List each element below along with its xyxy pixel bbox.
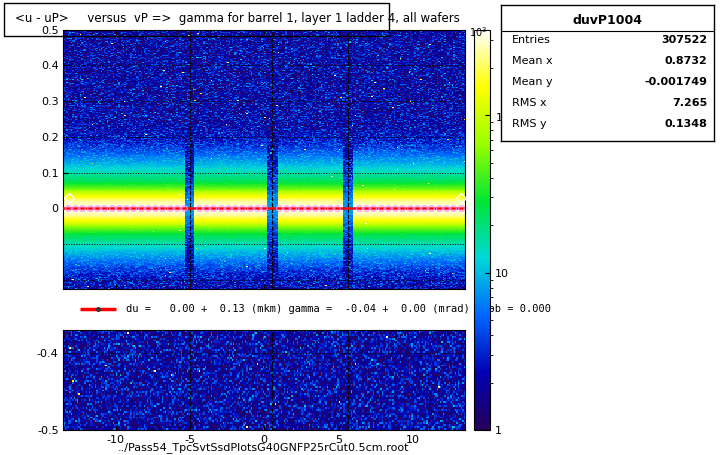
Text: <u - uP>     versus  vP =>  gamma for barrel 1, layer 1 ladder 4, all wafers: <u - uP> versus vP => gamma for barrel 1… <box>15 12 460 25</box>
Text: Entries: Entries <box>512 35 551 46</box>
Text: Mean x: Mean x <box>512 56 552 66</box>
Text: RMS x: RMS x <box>512 98 547 108</box>
Text: -0.001749: -0.001749 <box>645 77 707 87</box>
Text: 0.1348: 0.1348 <box>665 119 707 129</box>
Text: 307522: 307522 <box>661 35 707 46</box>
Text: $10^3$: $10^3$ <box>469 25 487 39</box>
Text: RMS y: RMS y <box>512 119 547 129</box>
Text: 0.8732: 0.8732 <box>665 56 707 66</box>
Text: ../Pass54_TpcSvtSsdPlotsG40GNFP25rCut0.5cm.root: ../Pass54_TpcSvtSsdPlotsG40GNFP25rCut0.5… <box>118 442 409 453</box>
Text: 7.265: 7.265 <box>672 98 707 108</box>
Text: duvP1004: duvP1004 <box>572 14 642 26</box>
Text: du =   0.00 +  0.13 (mkm) gamma =  -0.04 +  0.00 (mrad) prob = 0.000: du = 0.00 + 0.13 (mkm) gamma = -0.04 + 0… <box>125 304 551 314</box>
Text: Mean y: Mean y <box>512 77 552 87</box>
